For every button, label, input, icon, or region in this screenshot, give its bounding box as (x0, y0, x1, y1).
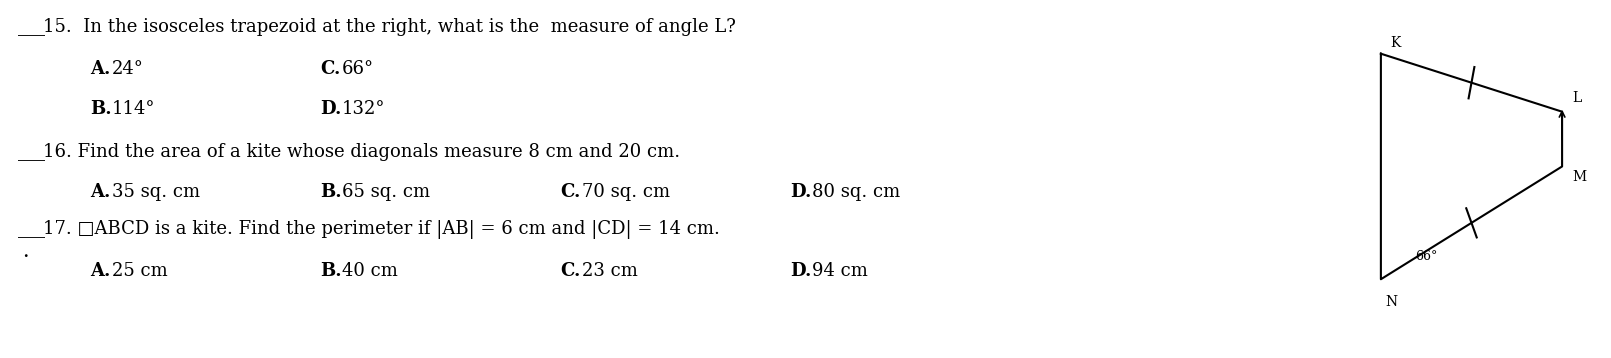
Text: A.: A. (90, 60, 111, 78)
Text: C.: C. (561, 183, 580, 201)
Text: D.: D. (789, 262, 812, 280)
Text: A.: A. (90, 183, 111, 201)
Text: 80 sq. cm: 80 sq. cm (812, 183, 901, 201)
Text: C.: C. (561, 262, 580, 280)
Text: ___: ___ (18, 18, 45, 36)
Text: 24°: 24° (113, 60, 143, 78)
Text: 25 cm: 25 cm (113, 262, 168, 280)
Text: N: N (1385, 295, 1398, 309)
Text: K: K (1390, 37, 1402, 50)
Text: 15.  In the isosceles trapezoid at the right, what is the  measure of angle L?: 15. In the isosceles trapezoid at the ri… (43, 18, 736, 36)
Text: ___: ___ (18, 143, 45, 161)
Text: 40 cm: 40 cm (342, 262, 398, 280)
Text: ·: · (23, 248, 29, 267)
Text: M: M (1572, 170, 1585, 184)
Text: ___: ___ (18, 220, 45, 238)
Text: 35 sq. cm: 35 sq. cm (113, 183, 200, 201)
Text: 70 sq. cm: 70 sq. cm (582, 183, 670, 201)
Text: 66°: 66° (1414, 250, 1437, 263)
Text: D.: D. (321, 100, 342, 118)
Text: B.: B. (321, 183, 342, 201)
Text: 23 cm: 23 cm (582, 262, 638, 280)
Text: D.: D. (789, 183, 812, 201)
Text: 132°: 132° (342, 100, 385, 118)
Text: B.: B. (90, 100, 111, 118)
Text: A.: A. (90, 262, 111, 280)
Text: 66°: 66° (342, 60, 374, 78)
Text: 17. □ABCD is a kite. Find the perimeter if |AB| = 6 cm and |CD| = 14 cm.: 17. □ABCD is a kite. Find the perimeter … (43, 220, 720, 239)
Text: 114°: 114° (113, 100, 156, 118)
Text: L: L (1572, 91, 1580, 105)
Text: 94 cm: 94 cm (812, 262, 868, 280)
Text: 16. Find the area of a kite whose diagonals measure 8 cm and 20 cm.: 16. Find the area of a kite whose diagon… (43, 143, 680, 161)
Text: B.: B. (321, 262, 342, 280)
Text: 65 sq. cm: 65 sq. cm (342, 183, 430, 201)
Text: C.: C. (321, 60, 340, 78)
